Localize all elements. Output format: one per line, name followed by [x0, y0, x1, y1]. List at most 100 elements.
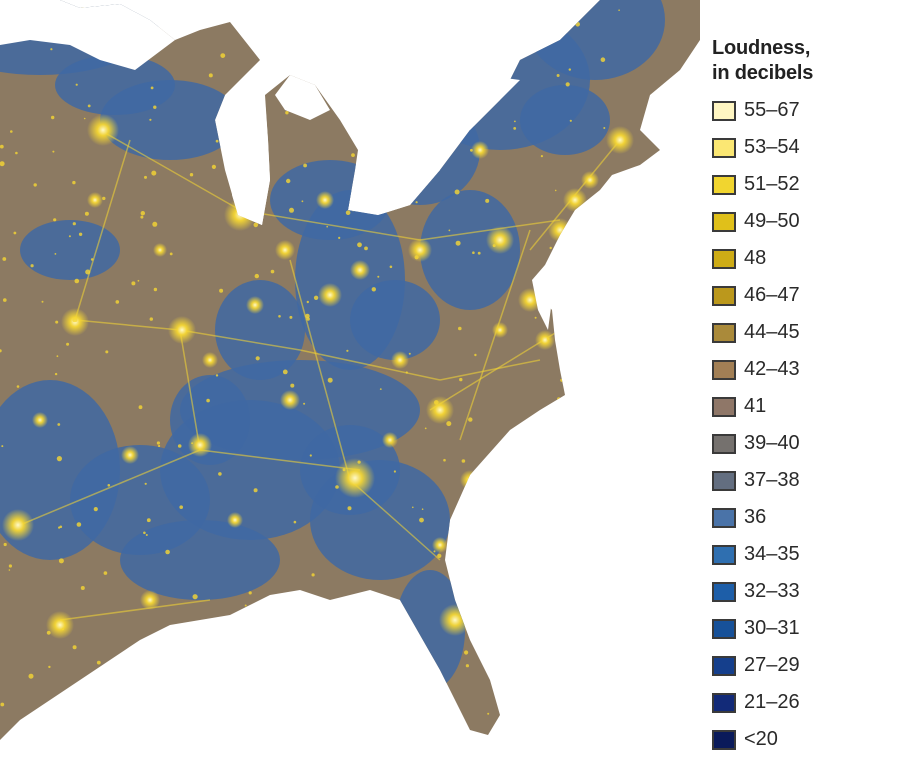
- town-dot: [137, 279, 140, 282]
- town-dot: [102, 196, 106, 201]
- town-dot: [10, 130, 13, 133]
- town-dot: [107, 484, 111, 487]
- legend-item: 41: [712, 388, 892, 425]
- town-dot: [76, 522, 82, 527]
- legend-swatch: [712, 396, 736, 417]
- legend-label: <20: [744, 728, 778, 750]
- legend-label: 42–43: [744, 358, 800, 380]
- road-line: [419, 219, 561, 241]
- noise-map: [0, 0, 700, 740]
- town-dot: [255, 356, 260, 361]
- legend-item: 48: [712, 240, 892, 277]
- town-dot: [393, 470, 396, 473]
- town-dot: [412, 506, 414, 509]
- town-dot: [143, 531, 146, 535]
- town-dot: [461, 459, 466, 463]
- town-dot: [191, 442, 194, 445]
- legend-label: 21–26: [744, 691, 800, 713]
- town-dot: [80, 586, 85, 590]
- town-dot: [149, 118, 152, 121]
- town-dot: [16, 385, 20, 388]
- legend-item: 27–29: [712, 647, 892, 684]
- town-dot: [33, 183, 37, 187]
- town-dot: [309, 454, 312, 457]
- legend-label: 49–50: [744, 210, 800, 232]
- town-dot: [285, 111, 289, 115]
- city-hotspot: [121, 446, 139, 464]
- town-dot: [72, 222, 76, 226]
- city-hotspot: [140, 590, 160, 610]
- town-dot: [290, 383, 295, 388]
- town-dot: [152, 221, 158, 227]
- town-dot: [96, 660, 101, 665]
- town-dot: [54, 372, 58, 376]
- town-dot: [192, 594, 198, 600]
- legend-item: 34–35: [712, 536, 892, 573]
- city-hotspot: [318, 283, 342, 307]
- town-dot: [169, 252, 173, 256]
- town-dot: [153, 287, 158, 292]
- legend-item: 51–52: [712, 166, 892, 203]
- town-dot: [492, 244, 496, 248]
- town-dot: [87, 104, 91, 108]
- town-dot: [0, 161, 5, 167]
- town-dot: [53, 218, 57, 222]
- town-dot: [448, 229, 451, 232]
- town-dot: [90, 258, 94, 261]
- road-line: [439, 359, 541, 381]
- town-dot: [305, 313, 310, 319]
- town-dot: [50, 48, 53, 51]
- quiet-area: [525, 0, 665, 80]
- city-hotspot: [275, 240, 295, 260]
- legend-label: 55–67: [744, 99, 800, 121]
- town-dot: [75, 83, 78, 86]
- legend-label: 39–40: [744, 432, 800, 454]
- town-dot: [144, 482, 147, 485]
- town-dot: [289, 315, 293, 319]
- town-dot: [140, 215, 144, 219]
- legend-label: 34–35: [744, 543, 800, 565]
- legend-swatch: [712, 100, 736, 121]
- town-dot: [78, 232, 83, 236]
- legend-swatch: [712, 470, 736, 491]
- town-dot: [379, 388, 382, 390]
- town-dot: [66, 342, 70, 346]
- quiet-area: [420, 190, 520, 310]
- legend-label: 53–54: [744, 136, 800, 158]
- town-dot: [347, 506, 352, 511]
- legend-swatch: [712, 359, 736, 380]
- quiet-area: [215, 280, 305, 380]
- town-dot: [2, 257, 7, 261]
- town-dot: [303, 163, 307, 168]
- town-dot: [603, 127, 606, 129]
- town-dot: [549, 246, 552, 250]
- legend-title: Loudness, in decibels: [712, 36, 892, 86]
- town-dot: [335, 485, 339, 489]
- town-dot: [282, 369, 288, 375]
- town-dot: [278, 315, 281, 318]
- water-body: [455, 78, 520, 130]
- town-dot: [326, 225, 329, 228]
- road-line: [99, 129, 241, 211]
- legend-swatch: [712, 507, 736, 528]
- city-hotspot: [87, 192, 103, 208]
- town-dot: [28, 673, 34, 679]
- legend-swatch: [712, 137, 736, 158]
- town-dot: [377, 275, 380, 278]
- town-dot: [470, 148, 473, 152]
- quiet-area: [20, 220, 120, 280]
- city-hotspot: [202, 352, 218, 368]
- legend-swatch: [712, 544, 736, 565]
- legend-item: 21–26: [712, 684, 892, 721]
- town-dot: [72, 317, 78, 323]
- water-body: [348, 165, 440, 215]
- town-dot: [244, 604, 247, 607]
- town-dot: [103, 571, 108, 575]
- legend-swatch: [712, 618, 736, 639]
- town-dot: [179, 505, 183, 510]
- city-hotspot: [153, 243, 167, 257]
- town-dot: [56, 456, 63, 462]
- town-dot: [177, 444, 182, 448]
- town-dot: [105, 350, 109, 354]
- town-dot: [419, 517, 424, 523]
